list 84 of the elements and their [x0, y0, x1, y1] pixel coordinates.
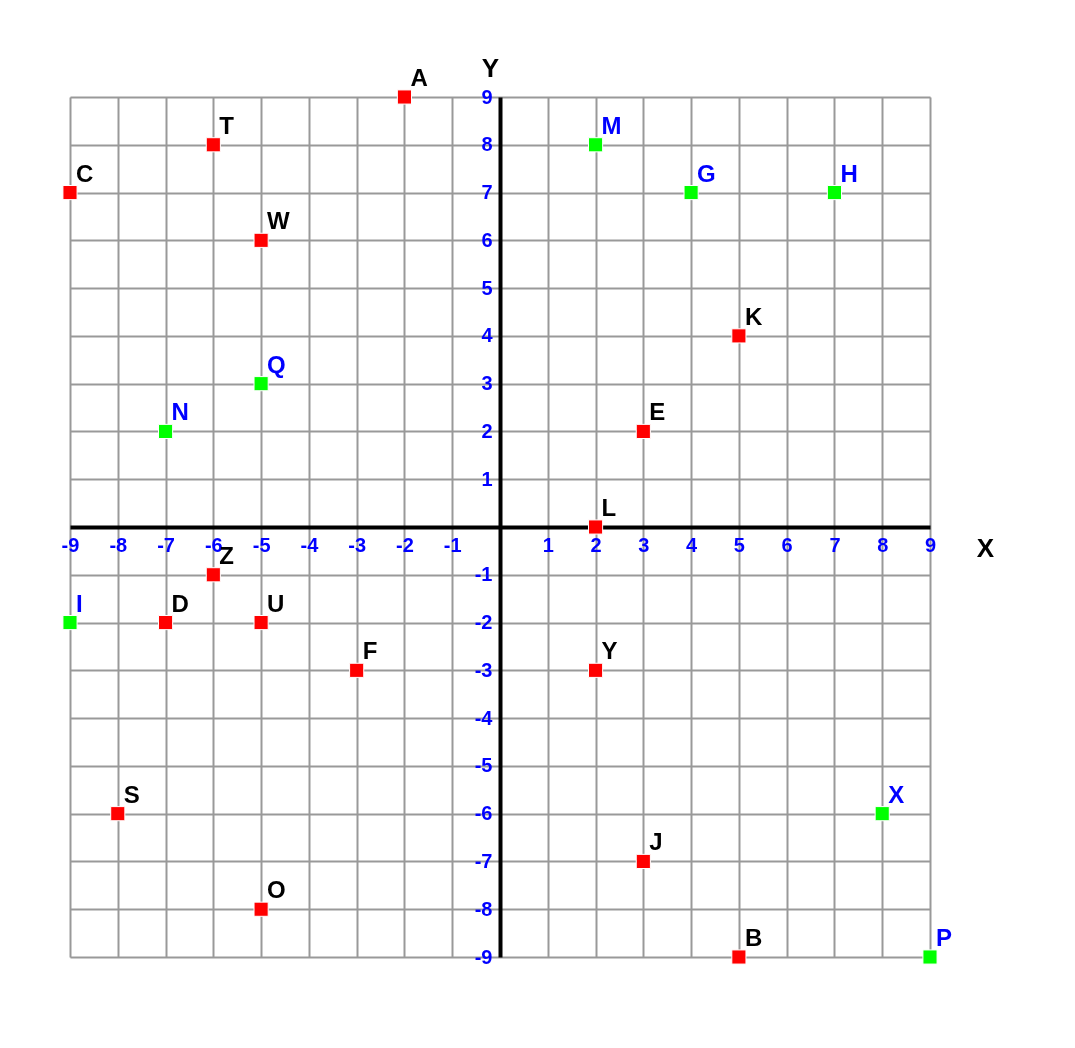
x-tick-label: 6: [781, 533, 793, 556]
data-label: C: [76, 159, 94, 187]
y-tick-label: 9: [481, 85, 493, 108]
x-tick-label: -1: [443, 533, 462, 556]
data-label: S: [123, 780, 140, 808]
point: [635, 423, 651, 440]
data-label: U: [267, 589, 285, 617]
y-tick-label: 3: [481, 372, 493, 395]
y-tick-label: 2: [481, 419, 493, 442]
data-label: D: [171, 589, 189, 617]
x-tick-label: 7: [829, 533, 841, 556]
x-tick-label: 2: [590, 533, 602, 556]
y-tick-label: -8: [474, 897, 493, 920]
point: [731, 328, 747, 344]
x-tick-label: 9: [924, 533, 937, 556]
y-axis-title: Y: [481, 52, 500, 83]
data-label: B: [744, 924, 763, 951]
y-tick-label: 8: [481, 133, 493, 156]
point: [874, 806, 890, 822]
y-tick-label: 7: [481, 181, 493, 204]
point: [826, 184, 843, 201]
point: [396, 89, 413, 105]
point: [253, 614, 269, 631]
point: [587, 137, 604, 153]
point: [253, 376, 269, 392]
x-tick-label: 1: [542, 533, 554, 556]
y-tick-label: -2: [474, 611, 493, 634]
x-tick-label: -2: [396, 533, 414, 556]
point: [62, 184, 78, 201]
data-label: P: [936, 924, 953, 951]
x-tick-label: -7: [157, 533, 175, 556]
y-tick-label: 6: [481, 228, 493, 251]
data-label: Y: [601, 637, 618, 665]
data-label: N: [171, 398, 189, 426]
point: [683, 184, 699, 201]
point: [110, 806, 126, 822]
data-label: L: [601, 494, 617, 521]
data-label: X: [888, 780, 905, 808]
data-label: K: [744, 302, 763, 330]
point: [635, 853, 651, 870]
x-tick-label: 4: [686, 533, 699, 556]
y-tick-label: -1: [474, 563, 493, 586]
data-label: J: [649, 828, 663, 856]
point: [731, 949, 747, 965]
x-tick-label: -3: [348, 533, 367, 556]
data-label: E: [649, 398, 666, 426]
data-label: Q: [267, 350, 286, 378]
x-tick-label: -4: [300, 533, 320, 556]
x-tick-label: -8: [109, 533, 128, 556]
data-label: F: [362, 637, 378, 665]
y-tick-label: -7: [474, 849, 493, 872]
y-tick-label: 4: [481, 324, 494, 347]
point: [587, 662, 604, 678]
data-label: I: [76, 589, 83, 617]
data-label: M: [601, 111, 622, 139]
x-tick-label: -9: [61, 533, 80, 556]
y-tick-label: -6: [474, 802, 493, 825]
x-tick-label: 8: [877, 533, 889, 556]
y-tick-label: -4: [474, 706, 494, 729]
y-tick-label: -5: [474, 754, 493, 777]
point: [157, 423, 174, 440]
point: [205, 137, 221, 153]
x-tick-label: 5: [733, 533, 745, 556]
x-tick-label: 3: [638, 533, 650, 556]
y-tick-label: 1: [481, 467, 493, 490]
data-label: O: [267, 876, 286, 904]
point: [922, 949, 938, 965]
point: [62, 614, 78, 631]
point: [253, 232, 269, 248]
data-label: G: [697, 159, 716, 187]
data-label: T: [219, 111, 235, 139]
y-tick-label: 5: [481, 276, 493, 299]
point: [587, 519, 604, 535]
data-label: W: [267, 207, 291, 235]
x-axis-title: X: [976, 532, 995, 563]
y-tick-label: -3: [474, 658, 493, 681]
point: [349, 662, 365, 678]
data-label: H: [840, 159, 858, 187]
data-label: A: [410, 64, 428, 91]
point: [205, 567, 221, 583]
point: [253, 901, 269, 917]
point: [157, 614, 174, 631]
y-tick-label: -9: [474, 945, 493, 968]
x-tick-label: -5: [252, 533, 271, 556]
